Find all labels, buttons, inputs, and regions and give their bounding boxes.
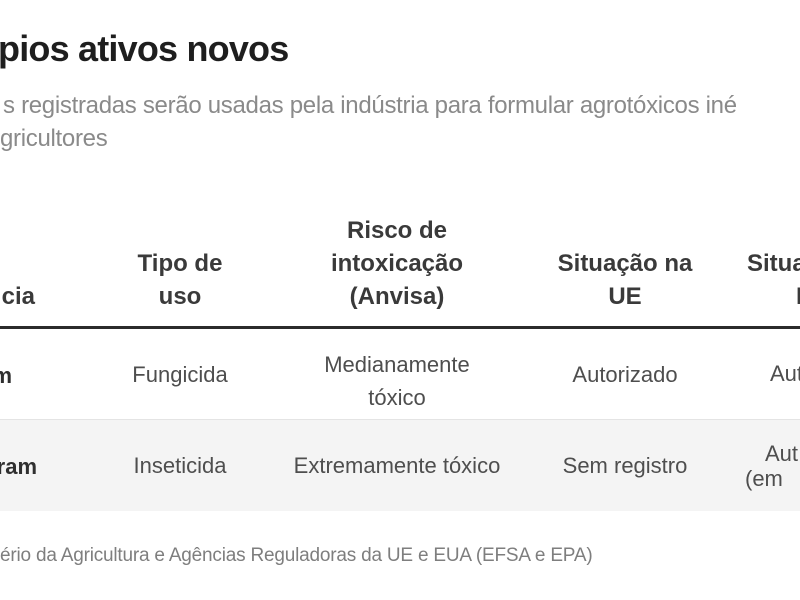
column-header-use-type-line2: uso — [158, 283, 202, 310]
row1-use-type: Fungicida — [132, 361, 228, 387]
row2-eu-status: Sem registro — [562, 453, 688, 478]
row1-us-status-fragment: Aut — [770, 361, 800, 386]
row2-substance-fragment: ram — [0, 454, 37, 479]
column-header-risk-line2: intoxicação — [330, 250, 464, 277]
column-header-eu-line2: UE — [608, 283, 642, 310]
row1-risk-line1: Medianamente — [324, 352, 470, 377]
column-header-use-type: Tipo de uso — [70, 247, 290, 313]
column-header-substance-fragment: cia — [1, 283, 35, 310]
column-header-us-status-line2-fragment: E — [796, 280, 800, 313]
column-header-use-type-line1: Tipo de — [137, 250, 223, 277]
page-subtitle-line1: s registradas serão usadas pela indústri… — [3, 92, 737, 119]
row1-substance-fragment: m — [0, 363, 12, 388]
row1-eu-status: Autorizado — [572, 361, 678, 387]
source-credit: ério da Agricultura e Agências Regulador… — [0, 545, 593, 566]
row2-highlight-background — [0, 419, 800, 511]
page-title: pios ativos novos — [0, 28, 289, 69]
column-header-risk-line3: (Anvisa) — [349, 283, 445, 310]
column-header-intoxication-risk: Risco de intoxicação (Anvisa) — [287, 214, 507, 313]
header-divider-rule — [0, 326, 800, 329]
row1-risk-line2: tóxico — [368, 385, 426, 410]
column-header-risk-line1: Risco de — [346, 217, 448, 244]
column-header-eu-line1: Situação na — [557, 250, 693, 277]
page-subtitle-line2: gricultores — [0, 125, 108, 152]
column-header-us-status-fragment: Situa — [747, 250, 800, 277]
row2-us-status-line2-fragment: (em — [745, 466, 783, 491]
row2-us-status-line1-fragment: Aut — [765, 441, 799, 466]
row2-risk: Extremamente tóxico — [293, 453, 501, 478]
row2-use-type: Inseticida — [133, 453, 227, 478]
row1-risk: Medianamente tóxico — [287, 336, 507, 426]
column-header-eu-status: Situação na UE — [515, 247, 735, 313]
